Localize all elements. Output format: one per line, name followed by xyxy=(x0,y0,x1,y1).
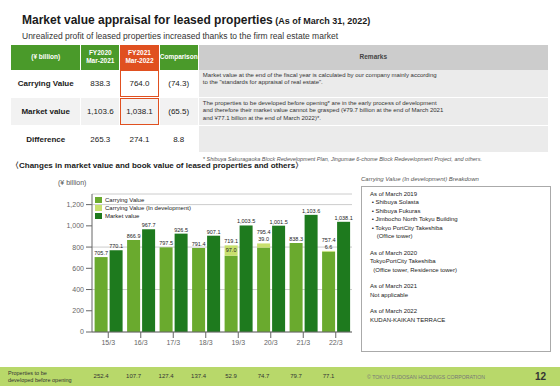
html-text:Market value: Market value xyxy=(21,106,70,116)
svg-text:1,038.1: 1,038.1 xyxy=(334,215,352,221)
html-text:Market value: Market value xyxy=(105,213,140,219)
html-text:Market value at the end of the: Market value at the end of the fiscal ye… xyxy=(202,71,437,86)
html-text:Carrying Value: Carrying Value xyxy=(105,197,145,203)
html-text:Difference: Difference xyxy=(26,134,66,144)
html-text:8.8: 8.8 xyxy=(173,134,185,144)
html-text:764.0: 764.0 xyxy=(129,78,150,88)
html-text:FY2021 Mar-2022: FY2021 Mar-2022 xyxy=(125,49,154,65)
svg-text:866.9: 866.9 xyxy=(127,233,141,239)
svg-text:22/3: 22/3 xyxy=(329,339,343,346)
svg-text:791.4: 791.4 xyxy=(192,241,206,247)
html-text:274.1: 274.1 xyxy=(129,134,150,144)
html-text:The properties to be developed: The properties to be developed before op… xyxy=(202,99,444,121)
svg-text:18/3: 18/3 xyxy=(199,339,213,346)
svg-text:16/3: 16/3 xyxy=(134,339,148,346)
html-text:Properties to be developed bef: Properties to be developed before openin… xyxy=(8,370,72,383)
svg-text:770.1: 770.1 xyxy=(109,243,123,249)
svg-text:907.1: 907.1 xyxy=(207,229,221,235)
html-text:FY2020 Mar-2021: FY2020 Mar-2021 xyxy=(86,49,115,65)
svg-text:705.7: 705.7 xyxy=(94,250,108,256)
svg-text:200: 200 xyxy=(72,307,84,314)
svg-text:797.5: 797.5 xyxy=(159,240,173,246)
html-text:Remarks: Remarks xyxy=(359,53,387,61)
svg-text:1,001.5: 1,001.5 xyxy=(269,219,287,225)
html-text:12: 12 xyxy=(534,371,546,382)
html-text:Market value appraisal for lea: Market value appraisal for leased proper… xyxy=(22,13,371,27)
html-text:1,103.6: 1,103.6 xyxy=(86,106,114,116)
svg-text:795.4: 795.4 xyxy=(257,229,271,235)
svg-text:757.4: 757.4 xyxy=(322,237,336,243)
svg-text:19/3: 19/3 xyxy=(231,339,245,346)
svg-text:1,003.5: 1,003.5 xyxy=(237,218,255,224)
html-text:© TOKYU FUDOSAN HOLDINGS CORPO: © TOKYU FUDOSAN HOLDINGS CORPORATION xyxy=(367,373,485,380)
svg-text:52.9: 52.9 xyxy=(225,373,237,379)
html-text:Carrying Value (In development: Carrying Value (In development) xyxy=(105,205,191,211)
svg-text:838.3: 838.3 xyxy=(289,236,303,242)
html-text:(65.5): (65.5) xyxy=(168,106,190,116)
svg-text:21/3: 21/3 xyxy=(296,339,310,346)
svg-text:97.0: 97.0 xyxy=(226,247,237,253)
svg-text:77.1: 77.1 xyxy=(323,373,335,379)
html-text:(74.3): (74.3) xyxy=(168,78,190,88)
svg-text:926.5: 926.5 xyxy=(174,227,188,233)
svg-text:967.7: 967.7 xyxy=(142,222,156,228)
html-text:(¥ billion): (¥ billion) xyxy=(31,53,61,61)
svg-text:0: 0 xyxy=(80,328,84,335)
html-text:Comparison: Comparison xyxy=(159,53,198,61)
svg-text:252.4: 252.4 xyxy=(94,373,110,379)
html-text:1,038.1: 1,038.1 xyxy=(126,106,153,116)
svg-text:17/3: 17/3 xyxy=(166,339,180,346)
svg-text:1,200: 1,200 xyxy=(66,201,84,208)
html-text:838.3: 838.3 xyxy=(90,78,111,88)
html-text:265.3: 265.3 xyxy=(90,134,111,144)
svg-text:1,103.6: 1,103.6 xyxy=(302,208,320,214)
svg-text:800: 800 xyxy=(72,244,84,251)
svg-text:137.4: 137.4 xyxy=(191,373,207,379)
svg-text:719.1: 719.1 xyxy=(224,238,238,244)
svg-text:127.4: 127.4 xyxy=(159,373,175,379)
html-text:Carrying Value: Carrying Value xyxy=(17,78,74,88)
svg-text:1,000: 1,000 xyxy=(66,222,84,229)
html-text:Unrealized profit of leased pr: Unrealized profit of leased properties i… xyxy=(22,31,339,41)
svg-text:600: 600 xyxy=(72,265,84,272)
svg-text:39.0: 39.0 xyxy=(258,236,269,242)
html-text:Carrying Value (In development: Carrying Value (In development) Breakdow… xyxy=(361,176,479,182)
svg-text:74.7: 74.7 xyxy=(258,373,270,379)
svg-text:20/3: 20/3 xyxy=(264,339,278,346)
html-text:As of March 2019 • Shibuya Sol: As of March 2019 • Shibuya Solasta • Shi… xyxy=(370,191,458,323)
svg-text:107.7: 107.7 xyxy=(126,373,142,379)
svg-text:15/3: 15/3 xyxy=(101,339,115,346)
html-text:* Shibuya Sakuragaoka Block Re: * Shibuya Sakuragaoka Block Redevelopmen… xyxy=(202,155,482,162)
svg-text:79.7: 79.7 xyxy=(290,373,302,379)
html-text:〈Changes in market value and b: 〈Changes in market value and book value … xyxy=(11,161,304,170)
html-text:(¥ billion): (¥ billion) xyxy=(58,179,87,186)
svg-text:400: 400 xyxy=(72,286,84,293)
svg-text:6.6: 6.6 xyxy=(325,244,333,250)
